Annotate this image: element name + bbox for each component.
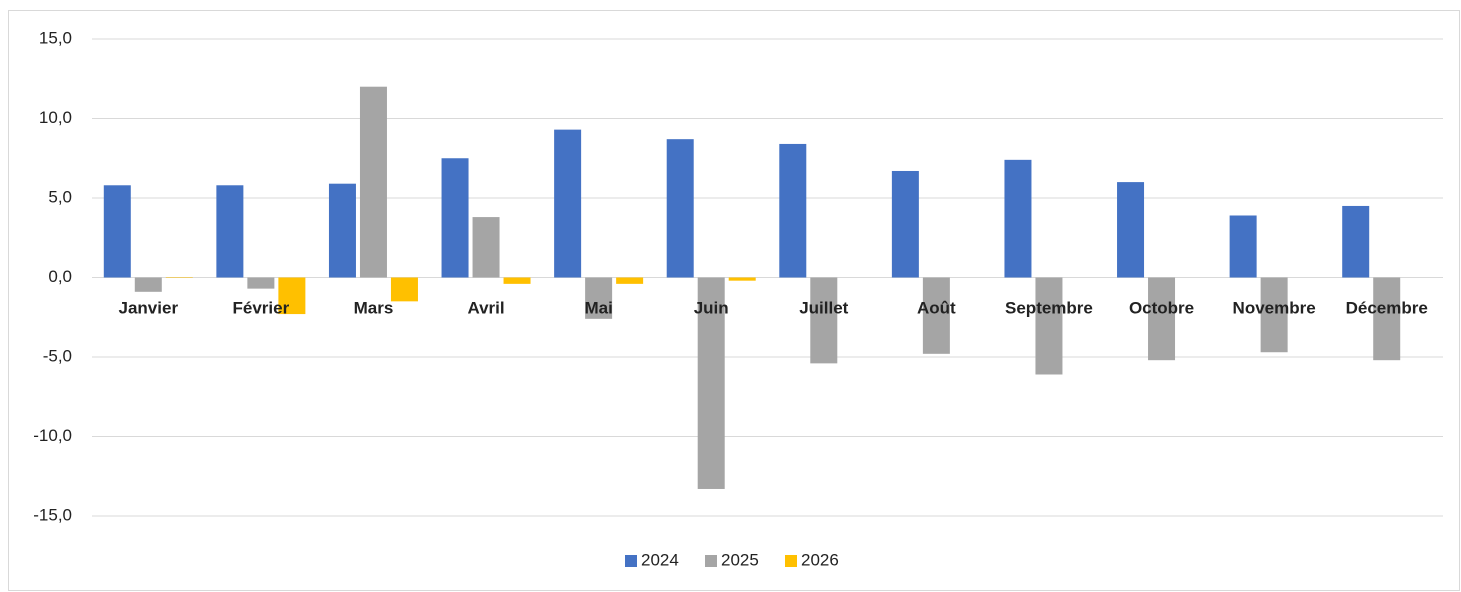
bar <box>697 277 725 489</box>
bar <box>247 277 275 289</box>
y-tick-label: 5,0 <box>48 187 72 206</box>
x-tick-label: Janvier <box>119 298 179 317</box>
bar <box>103 185 131 278</box>
x-tick-label: Mars <box>354 298 394 317</box>
legend-swatch <box>705 555 717 567</box>
chart-border <box>8 10 1460 591</box>
legend-label: 2026 <box>801 550 839 569</box>
y-tick-label: -10,0 <box>33 426 72 445</box>
y-tick-label: 0,0 <box>48 267 72 286</box>
bar <box>1342 205 1370 278</box>
bar <box>1260 277 1288 353</box>
y-tick-label: -5,0 <box>43 346 72 365</box>
bar <box>472 217 500 278</box>
bar <box>585 277 613 319</box>
legend-swatch <box>785 555 797 567</box>
bar <box>441 158 469 278</box>
legend-label: 2025 <box>721 550 759 569</box>
bar <box>810 277 838 364</box>
legend-swatch <box>625 555 637 567</box>
x-tick-label: Avril <box>467 298 504 317</box>
x-tick-label: Septembre <box>1005 298 1093 317</box>
x-tick-label: Juillet <box>799 298 848 317</box>
bar <box>728 277 756 281</box>
bar <box>891 170 919 278</box>
bar <box>1373 277 1401 361</box>
x-tick-label: Février <box>233 298 290 317</box>
bar <box>328 183 356 278</box>
x-tick-label: Juin <box>694 298 729 317</box>
bar <box>616 277 644 284</box>
bar <box>779 143 807 278</box>
bar <box>165 277 193 278</box>
bar <box>666 139 694 278</box>
bar <box>216 185 244 278</box>
bar <box>278 277 306 315</box>
x-tick-label: Août <box>917 298 956 317</box>
x-tick-label: Mai <box>584 298 612 317</box>
x-tick-label: Novembre <box>1233 298 1316 317</box>
x-tick-label: Octobre <box>1129 298 1194 317</box>
y-tick-label: -15,0 <box>33 505 72 524</box>
y-tick-label: 15,0 <box>39 28 72 47</box>
bar <box>1148 277 1176 361</box>
x-tick-label: Décembre <box>1346 298 1428 317</box>
bar <box>503 277 531 284</box>
bar <box>922 277 950 354</box>
bar <box>1035 277 1063 375</box>
bar <box>554 129 582 278</box>
bar <box>1229 215 1257 278</box>
bar <box>390 277 418 302</box>
bar <box>1117 182 1145 278</box>
legend-label: 2024 <box>641 550 679 569</box>
bar <box>1004 159 1032 278</box>
y-tick-label: 10,0 <box>39 108 72 127</box>
bar <box>359 86 387 278</box>
bar <box>134 277 162 292</box>
